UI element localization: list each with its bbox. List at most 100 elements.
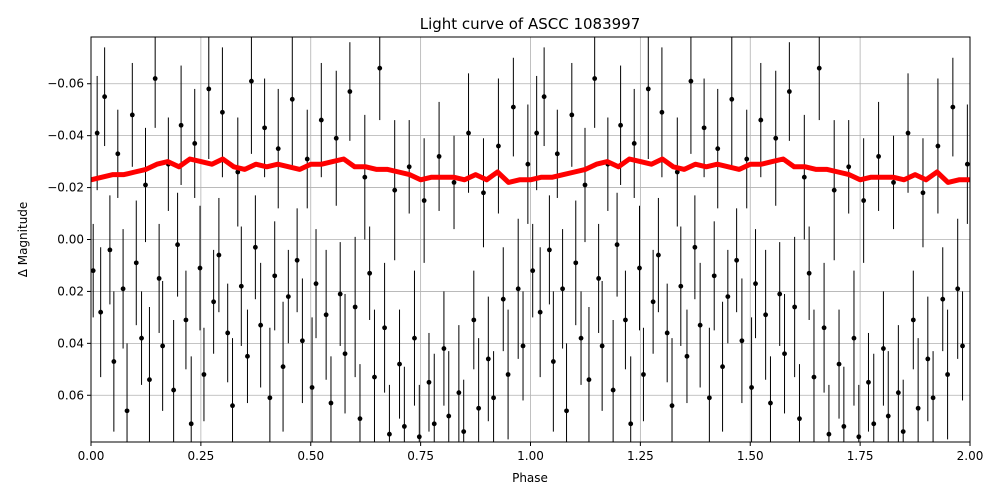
- data-points: [91, 65, 970, 440]
- data-point: [238, 283, 244, 289]
- data-point: [451, 179, 457, 185]
- data-point: [481, 190, 486, 196]
- data-point: [592, 76, 598, 81]
- data-point: [744, 156, 750, 162]
- data-point: [599, 343, 605, 349]
- data-point: [706, 395, 712, 401]
- x-axis-label: Phase: [512, 471, 548, 485]
- data-point: [881, 346, 886, 351]
- data-point: [94, 130, 100, 136]
- data-point: [192, 141, 198, 146]
- data-point: [367, 270, 373, 276]
- data-point: [252, 244, 258, 250]
- data-point: [412, 335, 417, 341]
- data-point: [749, 385, 754, 390]
- data-point: [831, 187, 837, 193]
- data-point: [564, 408, 569, 414]
- data-point: [623, 317, 628, 323]
- data-point: [397, 361, 402, 367]
- data-point: [446, 413, 452, 419]
- data-point: [610, 387, 616, 393]
- data-point: [406, 164, 412, 170]
- data-point: [280, 364, 286, 370]
- data-point: [739, 338, 745, 344]
- data-point: [175, 242, 180, 248]
- data-point: [930, 395, 936, 401]
- data-point: [421, 198, 427, 203]
- data-point: [124, 408, 130, 414]
- data-point: [920, 190, 926, 196]
- y-axis-ticks: −0.06 −0.04 −0.02 0.00 0.02 0.04 0.06: [47, 77, 91, 402]
- data-point: [115, 151, 121, 157]
- data-point: [188, 421, 194, 427]
- data-point: [431, 421, 437, 427]
- data-point: [806, 270, 812, 276]
- data-point: [836, 361, 842, 367]
- data-point: [211, 299, 217, 305]
- data-point: [197, 265, 203, 271]
- data-point: [133, 260, 139, 266]
- x-tick-label: 0.50: [297, 449, 324, 463]
- y-tick-label: 0.00: [57, 233, 84, 247]
- grid-lines: [90, 37, 971, 442]
- data-point: [201, 372, 207, 377]
- data-point: [147, 377, 152, 383]
- data-point: [392, 187, 398, 193]
- data-point: [925, 356, 931, 362]
- data-point: [515, 286, 521, 292]
- data-point: [826, 431, 832, 437]
- data-point: [309, 385, 315, 390]
- data-point: [573, 260, 579, 266]
- y-tick-label: −0.02: [47, 181, 84, 195]
- data-point: [304, 156, 310, 162]
- data-point: [678, 283, 684, 289]
- data-point: [476, 405, 482, 411]
- data-point: [323, 312, 329, 318]
- data-point: [688, 78, 694, 84]
- data-point: [91, 268, 96, 274]
- y-tick-label: 0.02: [57, 284, 84, 298]
- data-point: [294, 257, 300, 263]
- data-point: [98, 309, 104, 315]
- data-point: [614, 242, 620, 248]
- x-tick-label: 1.50: [737, 449, 764, 463]
- data-point: [139, 335, 144, 341]
- data-point: [258, 322, 264, 328]
- data-point: [905, 130, 911, 136]
- data-point: [655, 252, 661, 258]
- data-point: [275, 146, 281, 152]
- data-point: [851, 335, 857, 341]
- data-point: [299, 338, 305, 344]
- data-point: [456, 390, 462, 396]
- data-point: [225, 330, 231, 336]
- data-point: [183, 317, 189, 323]
- data-point: [546, 247, 552, 253]
- data-point: [895, 390, 901, 396]
- x-tick-label: 1.25: [627, 449, 654, 463]
- data-point: [773, 135, 779, 141]
- data-point: [641, 372, 646, 377]
- data-point: [569, 112, 575, 118]
- data-point: [510, 104, 516, 110]
- data-point: [578, 335, 584, 341]
- data-point: [856, 434, 862, 440]
- data-point: [152, 76, 158, 81]
- data-point: [650, 299, 656, 305]
- data-point: [471, 317, 477, 323]
- data-point: [792, 304, 798, 310]
- data-point: [534, 130, 540, 136]
- data-point: [342, 351, 348, 357]
- data-point: [885, 413, 891, 419]
- data-point: [586, 377, 592, 383]
- data-point: [530, 268, 536, 274]
- data-point: [801, 174, 807, 180]
- x-tick-label: 1.75: [847, 449, 874, 463]
- data-point: [950, 104, 956, 110]
- x-tick-label: 1.00: [517, 449, 544, 463]
- data-point: [684, 353, 690, 359]
- y-tick-label: −0.06: [47, 77, 84, 91]
- x-tick-label: 2.00: [957, 449, 984, 463]
- data-point: [816, 65, 822, 71]
- data-point: [387, 431, 392, 437]
- data-point: [935, 143, 941, 149]
